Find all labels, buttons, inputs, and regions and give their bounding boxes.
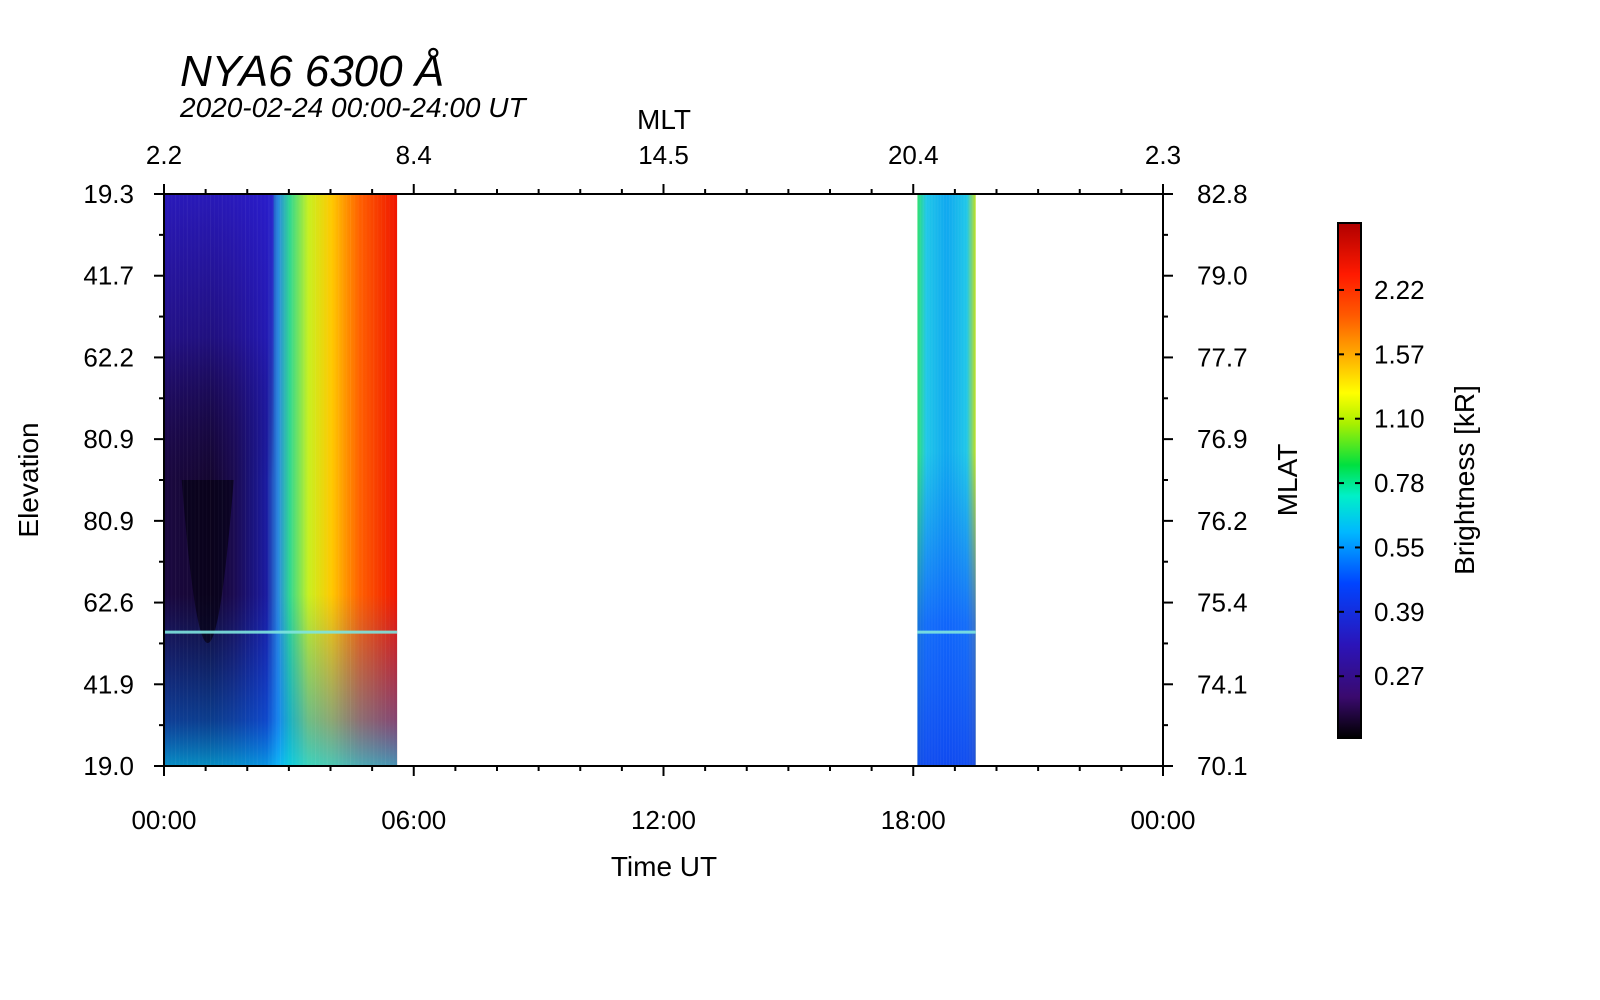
colorbar-tick-label: 0.27 [1374, 661, 1425, 691]
left-tick-label: 41.7 [83, 261, 134, 291]
colorbar-tick-label: 2.22 [1374, 275, 1425, 305]
right-axis-label: MLAT [1272, 444, 1303, 517]
heatmap-data [163, 194, 976, 766]
bottom-axis: 00:00 06:00 12:00 18:00 00:00 [131, 766, 1196, 835]
left-tick-label: 41.9 [83, 669, 134, 699]
right-tick-label: 74.1 [1197, 669, 1248, 699]
right-tick-label: 76.2 [1197, 506, 1248, 536]
right-tick-label: 79.0 [1197, 261, 1248, 291]
top-axis: 2.2 8.4 14.5 20.4 2.3 [146, 140, 1181, 194]
top-tick-label: 14.5 [638, 140, 689, 170]
chart-title: NYA6 6300 Å [180, 47, 444, 96]
x-tick-label: 00:00 [131, 805, 196, 835]
right-axis: 82.8 79.0 77.7 76.9 76.2 75.4 74.1 70.1 [1163, 179, 1248, 781]
colorbar-ticks: 2.22 1.57 1.10 0.78 0.55 0.39 0.27 [1338, 275, 1425, 691]
x-tick-label: 18:00 [881, 805, 946, 835]
top-tick-label: 8.4 [396, 140, 432, 170]
x-tick-label: 00:00 [1130, 805, 1195, 835]
left-axis: 19.3 41.7 62.2 80.9 80.9 62.6 41.9 19.0 [83, 179, 164, 781]
top-tick-label: 2.3 [1145, 140, 1181, 170]
top-tick-label: 20.4 [888, 140, 939, 170]
right-tick-label: 70.1 [1197, 751, 1248, 781]
colorbar-tick-label: 0.55 [1374, 532, 1425, 562]
keogram-segment-evening [916, 194, 976, 766]
left-axis-label: Elevation [13, 422, 44, 537]
left-tick-label: 80.9 [83, 424, 134, 454]
colorbar-tick-label: 0.39 [1374, 597, 1425, 627]
colorbar [1337, 222, 1362, 739]
right-tick-label: 76.9 [1197, 424, 1248, 454]
colorbar-tick-label: 1.57 [1374, 339, 1425, 369]
left-tick-label: 19.3 [83, 179, 134, 209]
right-tick-label: 77.7 [1197, 342, 1248, 372]
right-tick-label: 82.8 [1197, 179, 1248, 209]
right-tick-label: 75.4 [1197, 588, 1248, 618]
colorbar-tick-label: 0.78 [1374, 468, 1425, 498]
chart-subtitle: 2020-02-24 00:00-24:00 UT [179, 92, 527, 123]
top-tick-label: 2.2 [146, 140, 182, 170]
keogram-segment-morning [163, 194, 398, 766]
x-axis-label: Time UT [611, 851, 717, 882]
x-tick-label: 06:00 [381, 805, 446, 835]
left-tick-label: 19.0 [83, 751, 134, 781]
colorbar-tick-label: 1.10 [1374, 404, 1425, 434]
colorbar-label: Brightness [kR] [1449, 385, 1480, 575]
left-tick-label: 80.9 [83, 506, 134, 536]
top-axis-label: MLT [637, 104, 691, 135]
x-tick-label: 12:00 [631, 805, 696, 835]
left-tick-label: 62.2 [83, 342, 134, 372]
left-tick-label: 62.6 [83, 588, 134, 618]
